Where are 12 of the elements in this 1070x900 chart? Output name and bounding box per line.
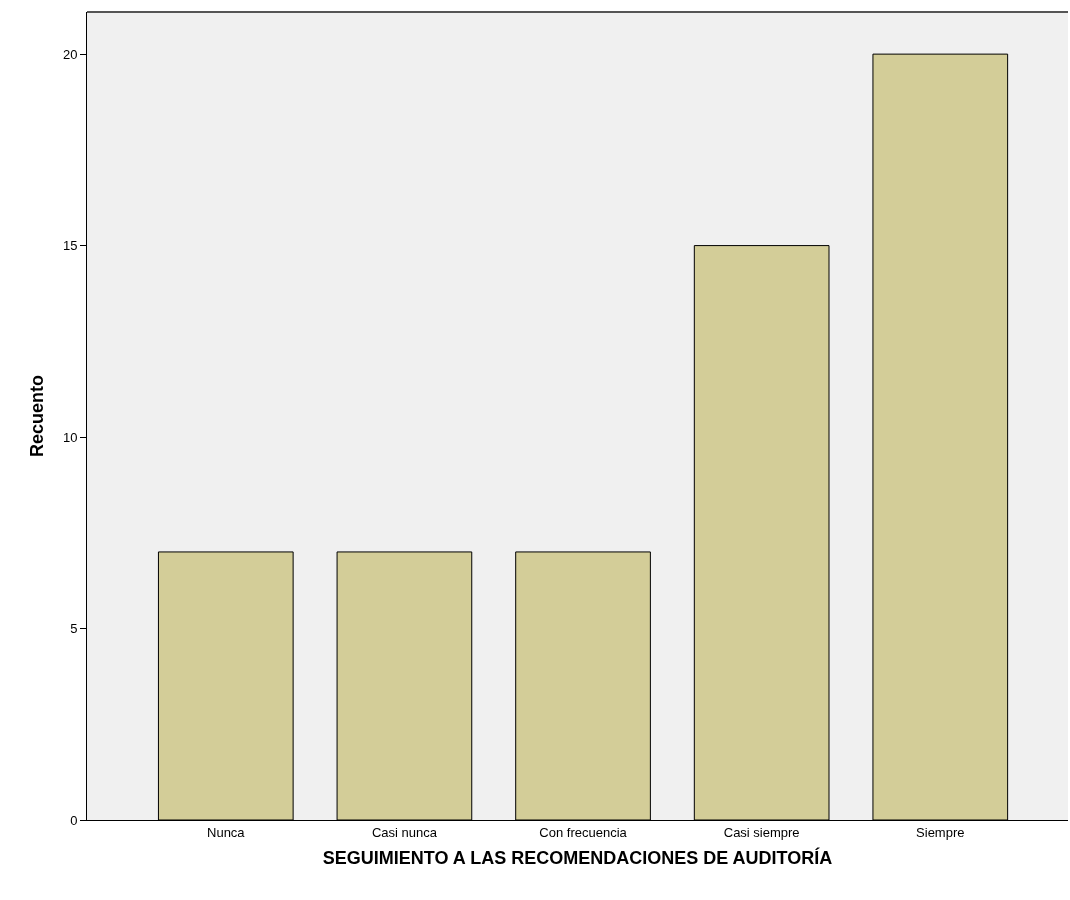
y-tick-label: 20	[62, 46, 78, 62]
x-tick-label: Con frecuencia	[539, 824, 628, 840]
y-tick-label: 5	[70, 621, 78, 637]
x-tick-label: Siempre	[916, 824, 965, 840]
x-tick-label: Casi siempre	[723, 824, 800, 840]
x-tick-label: Casi nunca	[371, 824, 438, 840]
x-axis-title: SEGUIMIENTO A LAS RECOMENDACIONES DE AUDITORÍA	[322, 846, 833, 868]
x-tick-label: Nunca	[207, 824, 246, 840]
y-axis-title: Recuento	[27, 374, 48, 458]
y-tick-label: 15	[62, 238, 78, 254]
y-tick-label: 10	[62, 429, 78, 445]
y-tick-label: 0	[70, 812, 78, 828]
